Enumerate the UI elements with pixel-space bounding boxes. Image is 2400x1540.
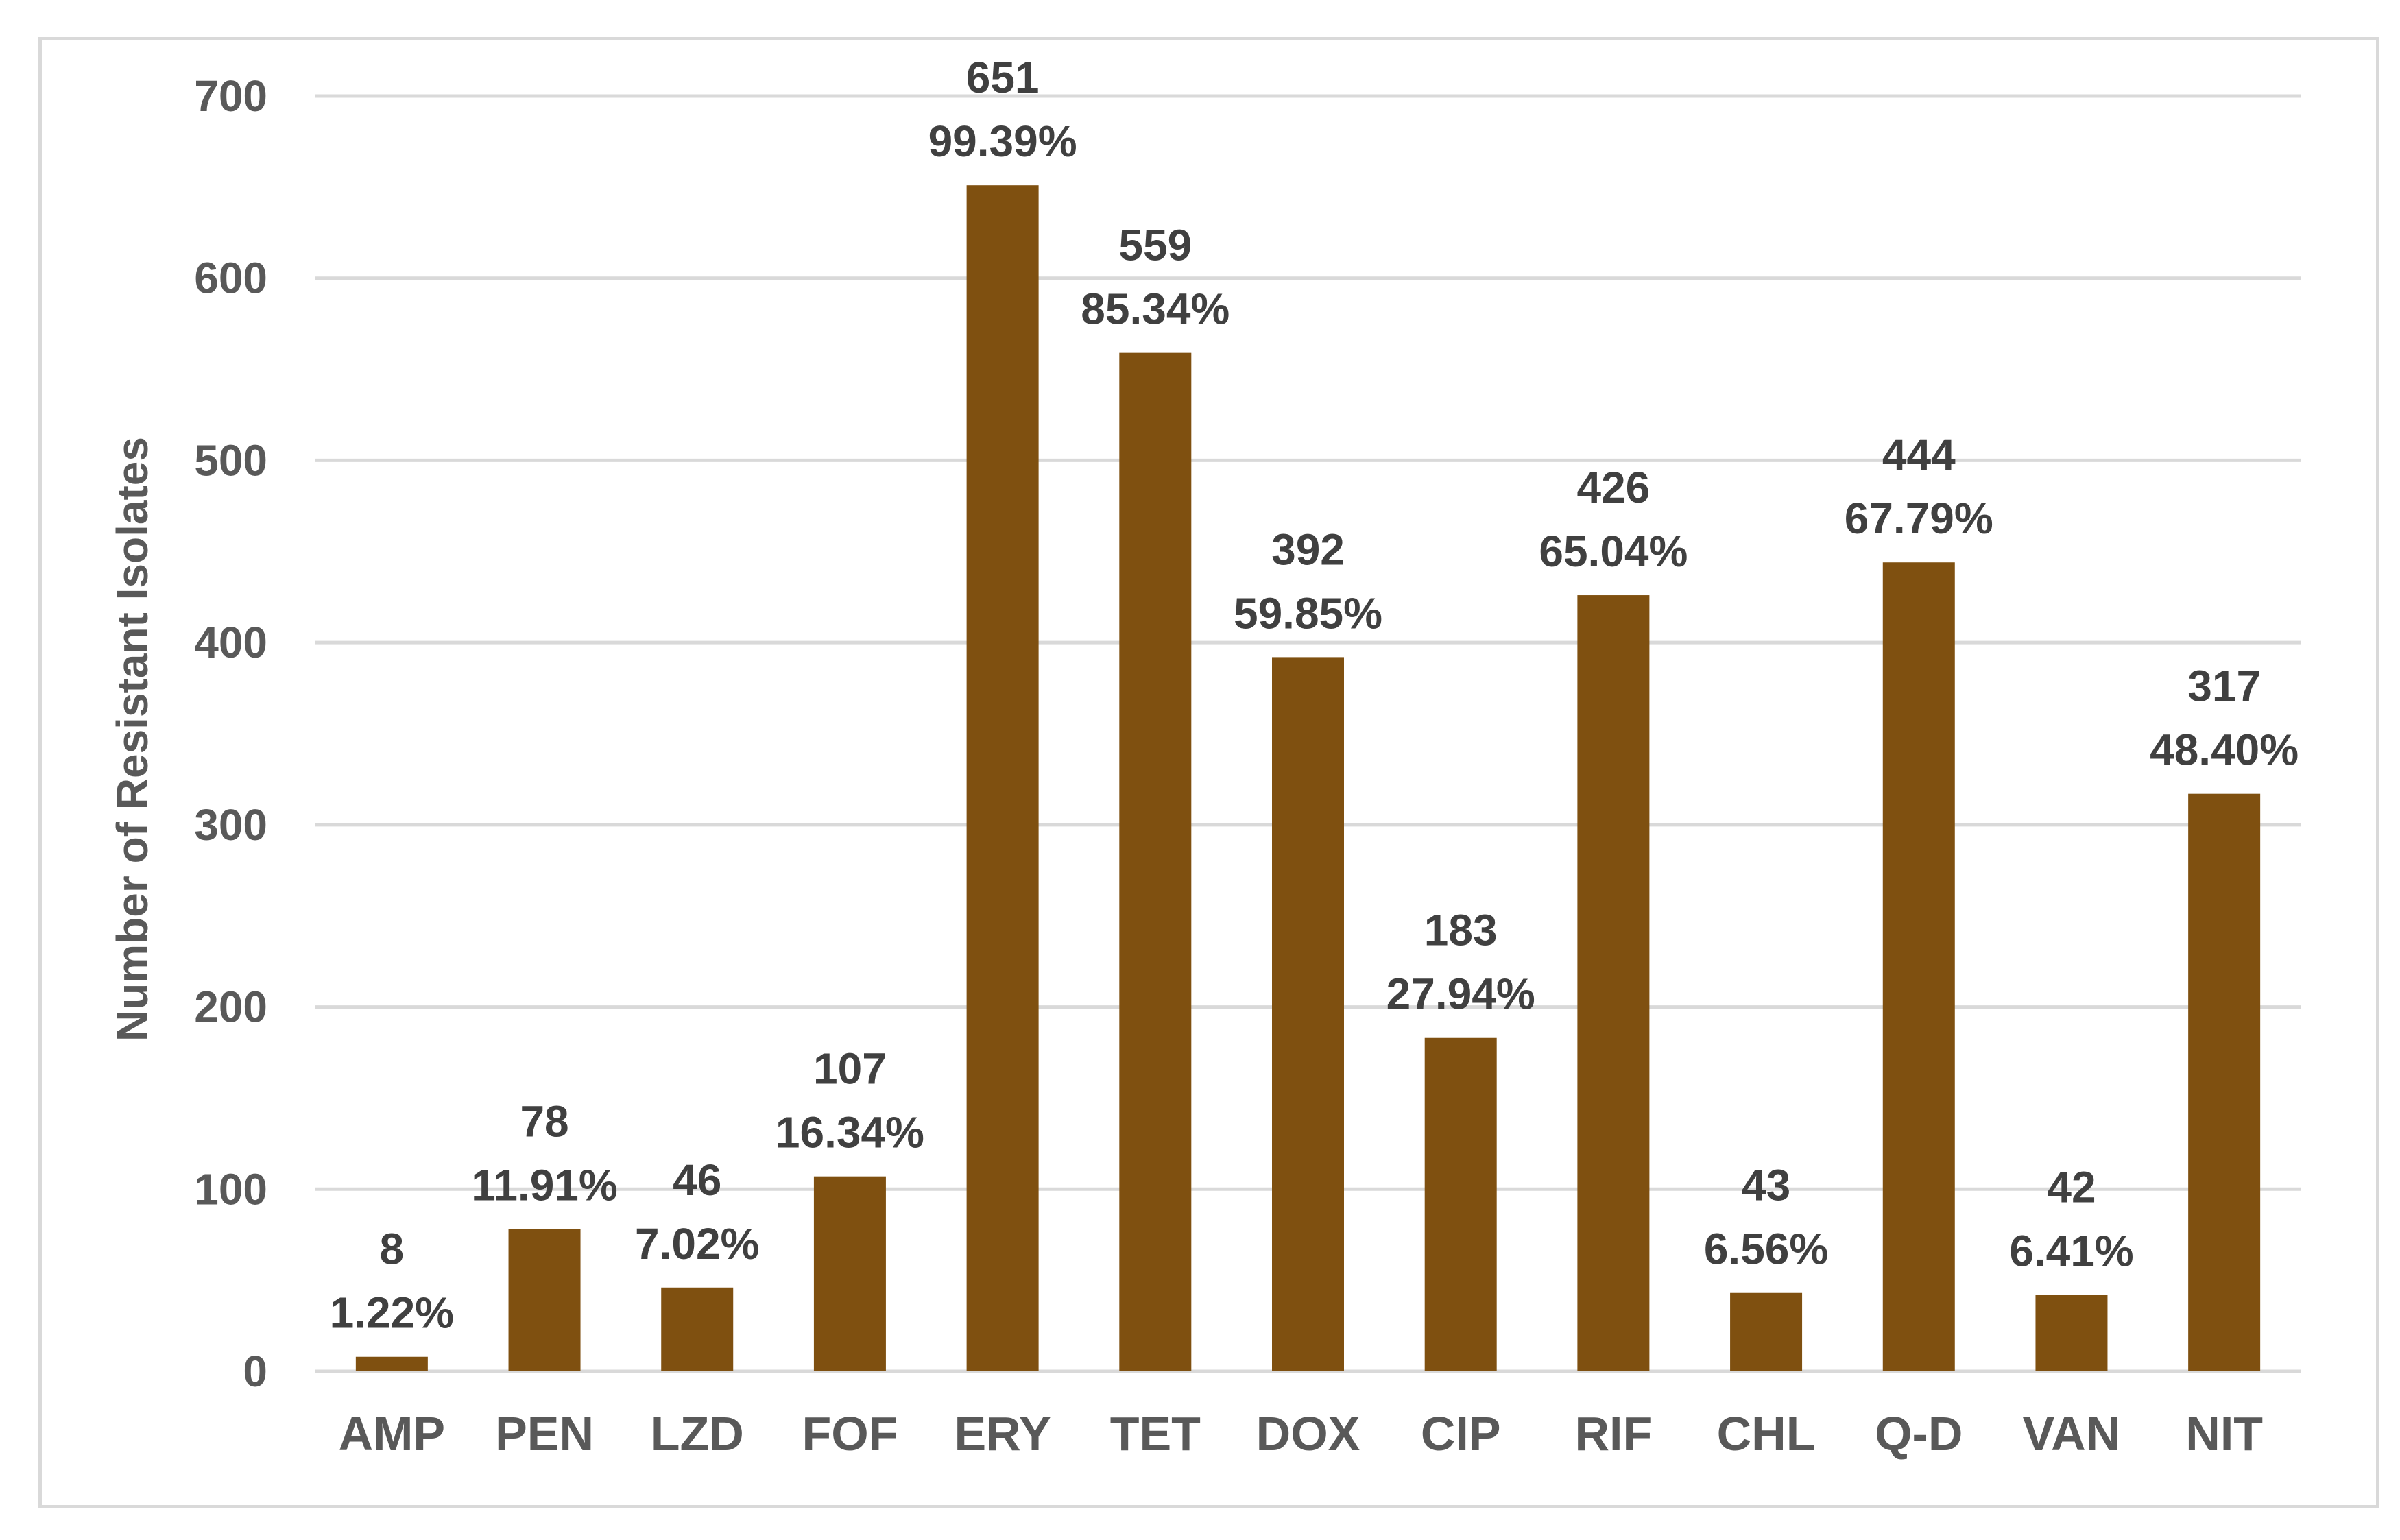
data-label-percent: 48.40% bbox=[2150, 725, 2299, 775]
y-tick-label: 400 bbox=[194, 618, 267, 667]
y-tick-label: 200 bbox=[194, 983, 267, 1032]
data-label-count: 43 bbox=[1742, 1161, 1790, 1210]
y-tick-label: 700 bbox=[194, 71, 267, 121]
bar-nit bbox=[2188, 793, 2261, 1371]
data-label-percent: 67.79% bbox=[1845, 494, 1993, 543]
y-tick-label: 100 bbox=[194, 1164, 267, 1214]
data-label-count: 46 bbox=[673, 1155, 721, 1205]
x-category-label: CHL bbox=[1717, 1407, 1816, 1460]
x-category-label: CIP bbox=[1421, 1407, 1501, 1460]
x-category-label: AMP bbox=[339, 1407, 446, 1460]
data-label-percent: 6.41% bbox=[2009, 1226, 2133, 1275]
chart-frame bbox=[38, 37, 2379, 1508]
x-category-label: NIT bbox=[2185, 1407, 2263, 1460]
x-category-label: ERY bbox=[954, 1407, 1051, 1460]
bar-cip bbox=[1424, 1037, 1497, 1371]
data-label-percent: 6.56% bbox=[1704, 1225, 1828, 1274]
bars bbox=[355, 185, 2261, 1372]
x-category-labels: AMP PEN LZD FOF ERY TET DOX CIP RIF CHL Q-D VAN NIT bbox=[339, 1407, 2263, 1460]
data-label-count: 651 bbox=[966, 53, 1040, 102]
bar-dox bbox=[1272, 657, 1344, 1371]
bar-pen bbox=[508, 1229, 581, 1371]
data-label-percent: 85.34% bbox=[1081, 285, 1229, 334]
data-label-count: 317 bbox=[2187, 662, 2261, 711]
y-tick-label: 600 bbox=[194, 254, 267, 303]
x-category-label: FOF bbox=[802, 1407, 898, 1460]
data-label-percent: 1.22% bbox=[330, 1288, 454, 1338]
y-axis-label: Number of Resistant Isolates bbox=[108, 437, 157, 1042]
data-label-count: 8 bbox=[380, 1225, 405, 1274]
data-label-percent: 7.02% bbox=[635, 1219, 759, 1268]
x-category-label: Q-D bbox=[1875, 1407, 1963, 1460]
data-label-count: 444 bbox=[1882, 430, 1956, 479]
bar-tet bbox=[1119, 352, 1192, 1371]
bar-chl bbox=[1730, 1292, 1803, 1371]
y-tick-label: 300 bbox=[194, 800, 267, 850]
bar-q-d bbox=[1882, 562, 1955, 1372]
x-category-label: PEN bbox=[495, 1407, 594, 1460]
bar-van bbox=[2035, 1295, 2108, 1371]
data-label-count: 559 bbox=[1118, 221, 1192, 270]
data-label-percent: 99.39% bbox=[928, 117, 1077, 166]
y-tick-label: 500 bbox=[194, 435, 267, 485]
y-tick-labels: 0 100 200 300 400 500 600 700 bbox=[194, 71, 267, 1396]
bar-amp bbox=[355, 1356, 428, 1371]
data-label-percent: 16.34% bbox=[776, 1108, 924, 1157]
data-labels: 1.22% 8 11.91% 78 7.02% 46 16.34% 107 99.39% 651 8… bbox=[330, 53, 2299, 1338]
y-tick-label: 0 bbox=[243, 1347, 267, 1396]
data-label-count: 183 bbox=[1424, 906, 1498, 955]
x-category-label: DOX bbox=[1256, 1407, 1360, 1460]
x-category-label: VAN bbox=[2023, 1407, 2121, 1460]
x-category-label: LZD bbox=[651, 1407, 744, 1460]
data-label-count: 42 bbox=[2047, 1162, 2096, 1212]
data-label-percent: 59.85% bbox=[1234, 588, 1382, 638]
bar-fof bbox=[813, 1176, 886, 1371]
x-category-label: RIF bbox=[1575, 1407, 1653, 1460]
data-label-percent: 11.91% bbox=[471, 1161, 618, 1210]
data-label-count: 426 bbox=[1576, 463, 1650, 512]
data-label-count: 107 bbox=[813, 1044, 887, 1094]
data-label-count: 78 bbox=[520, 1097, 568, 1146]
bar-lzd bbox=[661, 1287, 734, 1371]
bar-ery bbox=[966, 185, 1039, 1372]
gridlines bbox=[315, 94, 2301, 1373]
data-label-percent: 65.04% bbox=[1539, 527, 1688, 576]
data-label-count: 392 bbox=[1271, 525, 1345, 574]
data-label-percent: 27.94% bbox=[1387, 970, 1535, 1019]
x-category-label: TET bbox=[1110, 1407, 1201, 1460]
bar-rif bbox=[1577, 595, 1650, 1371]
